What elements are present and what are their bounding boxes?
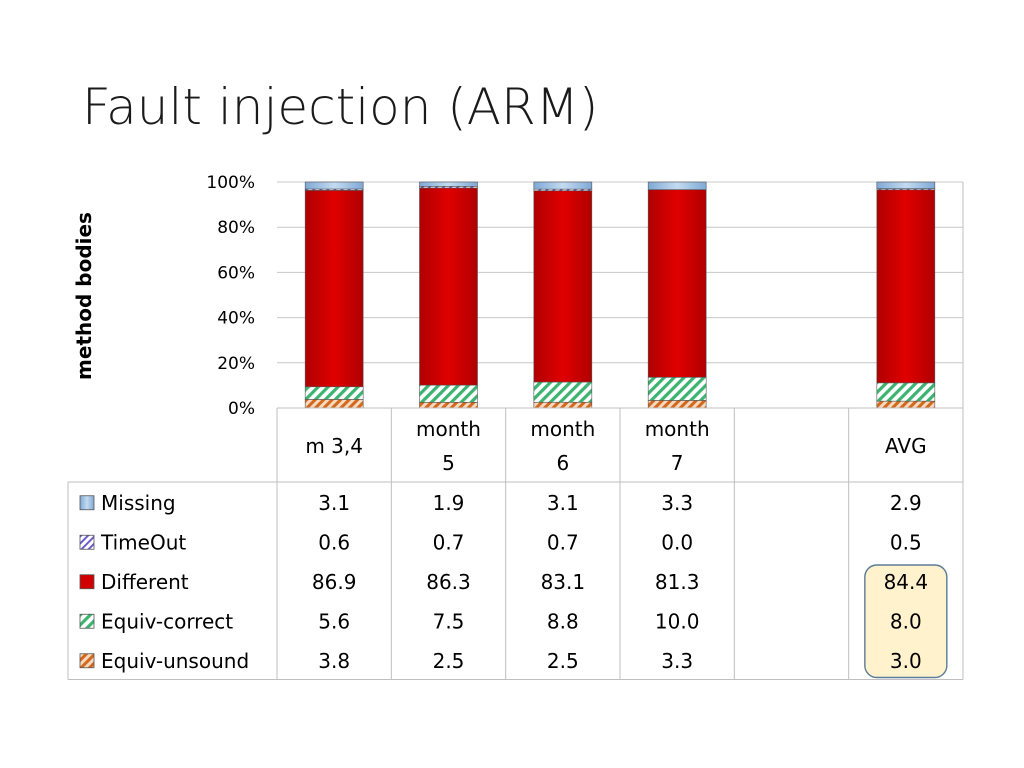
y-tick-label: 60%	[217, 263, 255, 283]
data-label: 86.9	[312, 570, 357, 594]
data-label: 3.3	[661, 649, 693, 673]
category-label: month	[645, 417, 710, 441]
avg-highlight	[864, 564, 948, 679]
bar-segment	[647, 181, 707, 190]
bar-segment	[876, 181, 936, 189]
y-tick-label: 80%	[217, 218, 255, 238]
legend-label: Equiv-unsound	[101, 649, 249, 673]
bar-segment	[876, 189, 936, 384]
data-label: 8.0	[890, 609, 922, 633]
category-label: 5	[442, 451, 455, 475]
bars	[304, 181, 936, 409]
data-label: 86.3	[426, 570, 471, 594]
bar-segment	[419, 384, 478, 403]
legend-label: Missing	[101, 491, 176, 515]
data-label: 0.0	[661, 530, 693, 554]
data-label: 7.5	[433, 609, 465, 633]
bar-segment	[304, 181, 364, 190]
data-table: m 3,4 month 5 month 6 month 7 AVG Missing 3.1 1.9 3…	[67, 182, 964, 680]
legend-swatch	[79, 495, 95, 511]
data-label: 83.1	[541, 570, 586, 594]
legend-label: Equiv-correct	[101, 609, 233, 633]
y-ticks: 0% 20% 40% 60% 80% 100%	[206, 173, 255, 419]
legend-label: TimeOut	[100, 530, 186, 554]
bar-segment	[419, 401, 478, 409]
category-label: m 3,4	[305, 434, 363, 458]
bar-segment	[876, 382, 936, 402]
data-label: 3.1	[547, 491, 579, 515]
category-label: AVG	[885, 434, 927, 458]
data-label: 2.9	[890, 491, 922, 515]
legend-swatch	[79, 613, 95, 629]
bar-segment	[647, 400, 707, 409]
data-label: 3.8	[318, 649, 350, 673]
legend-swatch	[79, 534, 95, 550]
data-label: 10.0	[655, 609, 700, 633]
bar-segment	[304, 386, 364, 400]
bar-segment	[533, 181, 593, 190]
data-label: 0.7	[547, 530, 579, 554]
data-label: 2.5	[433, 649, 465, 673]
data-label: 8.8	[547, 609, 579, 633]
y-tick-label: 0%	[228, 399, 255, 419]
data-label: 1.9	[433, 491, 465, 515]
category-label: month	[530, 417, 595, 441]
category-label: 7	[671, 451, 684, 475]
data-label: 3.3	[661, 491, 693, 515]
bar-segment	[876, 400, 936, 409]
data-label: 0.6	[318, 530, 350, 554]
bar-segment	[533, 190, 593, 383]
legend-swatch	[79, 653, 95, 669]
data-label: 5.6	[318, 609, 350, 633]
category-label: month	[416, 417, 481, 441]
y-tick-label: 40%	[217, 309, 255, 329]
data-label: 3.0	[890, 649, 922, 673]
legend-label: Different	[101, 570, 189, 594]
data-label: 0.7	[433, 530, 465, 554]
bar-segment	[304, 399, 364, 409]
gridlines	[277, 181, 963, 409]
bar-segment	[419, 187, 478, 386]
data-label: 3.1	[318, 491, 350, 515]
data-label: 81.3	[655, 570, 700, 594]
bar-segment	[304, 190, 364, 388]
bar-segment	[647, 376, 707, 401]
data-label: 84.4	[884, 570, 929, 594]
legend-swatch	[79, 574, 95, 590]
data-label: 2.5	[547, 649, 579, 673]
bar-segment	[419, 181, 478, 187]
bar-segment	[533, 381, 593, 403]
bar-segment	[533, 401, 593, 409]
category-label: 6	[556, 451, 569, 475]
data-label: 0.5	[890, 530, 922, 554]
bar-segment	[647, 189, 707, 378]
y-tick-label: 100%	[206, 173, 255, 193]
y-tick-label: 20%	[217, 354, 255, 374]
slide-title: Fault injection (ARM)	[82, 78, 599, 136]
